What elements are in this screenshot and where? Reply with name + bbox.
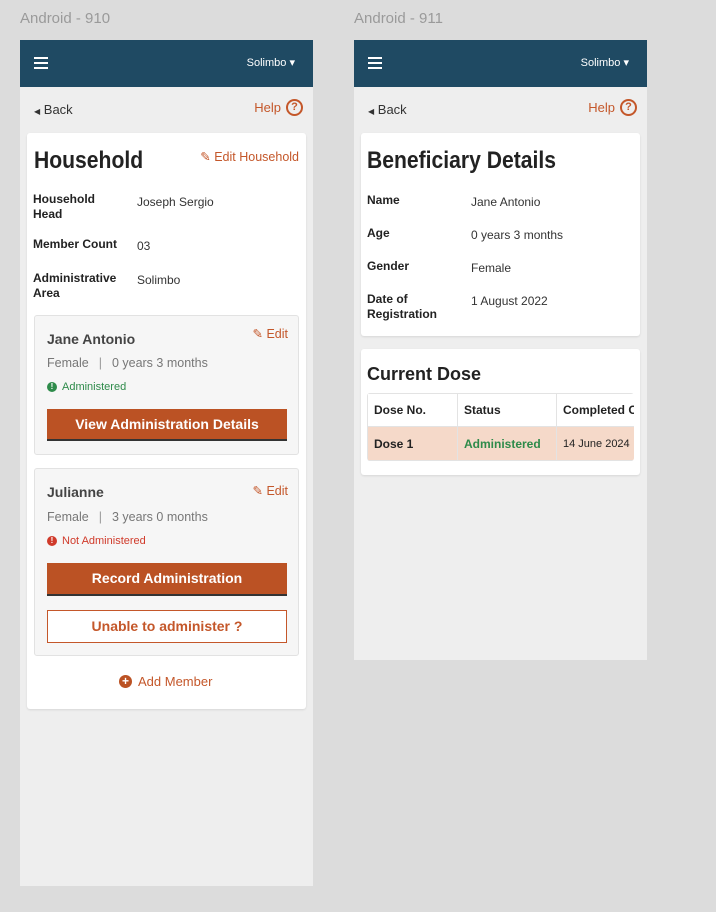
- field-label: Age: [367, 226, 390, 240]
- field-value: 1 August 2022: [471, 294, 548, 308]
- status-cell: Administered: [457, 426, 557, 461]
- edit-household-button[interactable]: ✎ Edit Household: [200, 149, 299, 164]
- help-label: Help: [254, 100, 281, 115]
- edit-label: Edit: [266, 327, 288, 341]
- member-card: Jane Antonio ✎ Edit Female | 0 years 3 mon…: [34, 315, 299, 455]
- status-badge: ! Not Administered: [47, 535, 146, 547]
- back-label: Back: [377, 102, 407, 117]
- column-header: Status: [457, 393, 557, 427]
- back-button[interactable]: ◀ Back: [34, 102, 73, 117]
- member-info: Female | 3 years 0 months: [47, 510, 208, 524]
- beneficiary-card: Beneficiary Details Name Jane Antonio Ag…: [361, 133, 640, 336]
- status-label: Not Administered: [62, 535, 146, 547]
- location-dropdown[interactable]: Solimbo ▾: [247, 56, 295, 69]
- location-label: Solimbo: [580, 57, 621, 69]
- table-row[interactable]: Dose 1 Administered 14 June 2024: [367, 426, 634, 461]
- member-gender: Female: [47, 356, 89, 370]
- field-value: 03: [137, 239, 151, 253]
- member-card: Julianne ✎ Edit Female | 3 years 0 months …: [34, 468, 299, 656]
- status-badge: ! Administered: [47, 381, 126, 393]
- help-label: Help: [588, 100, 615, 115]
- plus-circle-icon: +: [119, 675, 132, 688]
- help-button[interactable]: Help?: [588, 99, 637, 116]
- location-label: Solimbo: [246, 57, 287, 69]
- field-value: 0 years 3 months: [471, 228, 564, 242]
- beneficiary-screen: Solimbo ▾ ◀ Back Help? Beneficiary Detai…: [354, 40, 647, 660]
- app-header: Solimbo ▾: [354, 40, 647, 87]
- frame-label-911: Android - 911: [354, 10, 443, 27]
- section-title: Current Dose: [367, 364, 482, 384]
- view-administration-details-button[interactable]: View Administration Details: [47, 409, 287, 441]
- help-icon: ?: [286, 99, 303, 116]
- error-icon: !: [47, 536, 57, 547]
- member-gender: Female: [47, 510, 89, 524]
- household-screen: Solimbo ▾ ◀ Back Help? Household ✎ Edit …: [20, 40, 313, 886]
- back-button[interactable]: ◀ Back: [368, 102, 407, 117]
- edit-member-button[interactable]: ✎ Edit: [252, 483, 288, 498]
- record-administration-button[interactable]: Record Administration: [47, 563, 287, 596]
- back-arrow-icon: ◀: [368, 107, 375, 116]
- pencil-icon: ✎: [252, 484, 263, 498]
- pencil-icon: ✎: [252, 327, 263, 341]
- edit-member-button[interactable]: ✎ Edit: [252, 326, 288, 341]
- field-label: Administrative Area: [33, 271, 117, 300]
- field-label: Member Count: [33, 237, 117, 251]
- member-age: 3 years 0 months: [111, 510, 208, 524]
- dose-cell: Dose 1: [367, 426, 458, 461]
- pencil-icon: ✎: [200, 150, 211, 164]
- menu-icon[interactable]: [368, 57, 382, 69]
- status-label: Administered: [62, 381, 127, 393]
- location-dropdown[interactable]: Solimbo ▾: [581, 56, 629, 69]
- unable-to-administer-button[interactable]: Unable to administer ?: [47, 610, 287, 643]
- member-name: Julianne: [47, 484, 104, 500]
- status-icon: !: [47, 382, 57, 393]
- field-value: Jane Antonio: [471, 195, 541, 209]
- member-age: 0 years 3 months: [111, 356, 208, 370]
- edit-household-label: Edit Household: [214, 150, 299, 164]
- table-header: Dose No. Status Completed On: [367, 393, 634, 427]
- dose-table: Dose No. Status Completed On Dose 1 Admi…: [367, 393, 634, 461]
- member-info: Female | 0 years 3 months: [47, 356, 208, 370]
- column-header: Completed On: [556, 393, 634, 427]
- caret-down-icon: ▾: [623, 57, 629, 69]
- add-member-button[interactable]: + Add Member: [119, 674, 212, 689]
- frame-label-910: Android - 910: [20, 10, 111, 27]
- edit-label: Edit: [266, 484, 288, 498]
- menu-icon[interactable]: [34, 57, 48, 69]
- member-name: Jane Antonio: [47, 331, 136, 347]
- field-label: Household Head: [33, 192, 95, 221]
- caret-down-icon: ▾: [289, 57, 295, 69]
- field-label: Gender: [367, 259, 410, 273]
- field-label: Date of Registration: [367, 292, 438, 321]
- help-icon: ?: [620, 99, 637, 116]
- add-member-label: Add Member: [138, 674, 213, 689]
- household-card: Household ✎ Edit Household Household Hea…: [27, 133, 306, 709]
- completed-cell: 14 June 2024: [556, 426, 634, 461]
- field-value: Solimbo: [137, 273, 181, 287]
- page-title: Beneficiary Details: [367, 147, 557, 174]
- field-value: Female: [471, 261, 512, 275]
- field-label: Name: [367, 193, 400, 207]
- current-dose-card: Current Dose Dose No. Status Completed O…: [361, 349, 640, 475]
- back-arrow-icon: ◀: [34, 107, 41, 116]
- back-label: Back: [43, 102, 73, 117]
- field-value: Joseph Sergio: [137, 195, 214, 209]
- app-header: Solimbo ▾: [20, 40, 313, 87]
- help-button[interactable]: Help?: [254, 99, 303, 116]
- page-title: Household: [34, 147, 144, 174]
- column-header: Dose No.: [367, 393, 458, 427]
